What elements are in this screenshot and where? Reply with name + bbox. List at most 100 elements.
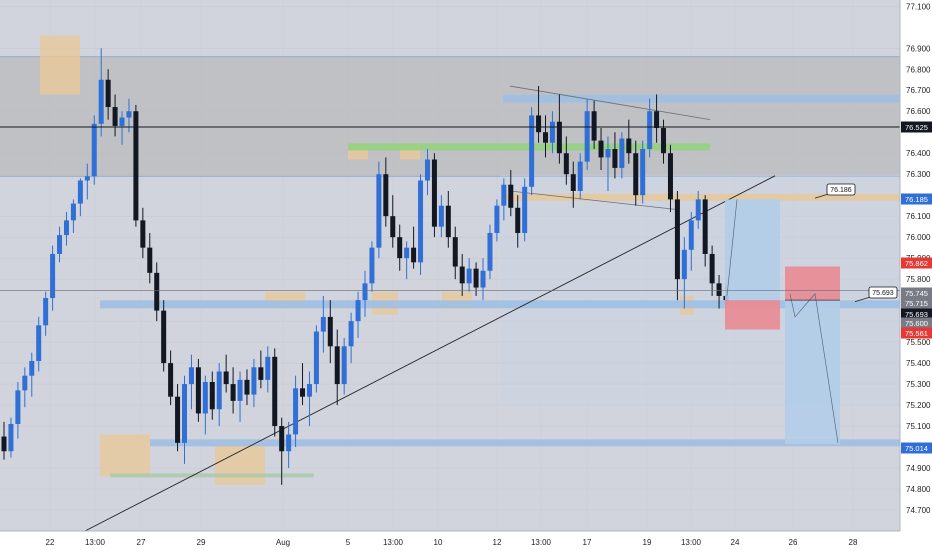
bearish-candle — [563, 153, 569, 175]
bearish-candle — [411, 247, 417, 263]
green-level-zone — [348, 143, 710, 151]
time-tick-label: 26 — [789, 538, 798, 547]
bullish-candle — [251, 367, 257, 395]
time-tick-label: 27 — [137, 538, 146, 547]
price-tag — [901, 308, 932, 320]
bearish-candle — [709, 253, 715, 284]
orange-swing-zone — [215, 442, 265, 485]
trade-setups-layer — [725, 199, 840, 445]
price-tag-label: 75.715 — [905, 299, 928, 308]
bearish-candle — [334, 346, 340, 385]
price-tag-label: 75.561 — [905, 329, 928, 338]
price-tag-label: 75.693 — [905, 310, 928, 319]
price-tick-label: 76.600 — [906, 107, 931, 116]
bullish-candle — [418, 180, 424, 263]
bullish-candle — [494, 205, 500, 233]
price-tag — [901, 193, 932, 205]
bullish-candle — [216, 371, 222, 410]
bullish-candle — [640, 149, 646, 196]
price-tick-label: 75.400 — [906, 359, 931, 368]
price-tag-label: 76.185 — [905, 195, 928, 204]
bearish-candle — [445, 205, 451, 238]
price-tick-label: 76.000 — [906, 233, 931, 242]
overlay-lines-layer — [0, 126, 900, 301]
blue-resistance-zone — [503, 94, 900, 103]
bullish-candle — [369, 247, 375, 284]
bearish-candle — [626, 138, 632, 154]
upper-wedge-line — [509, 85, 711, 121]
bullish-candle — [362, 283, 368, 301]
price-tick-label: 75.300 — [906, 380, 931, 389]
long-target-box — [725, 199, 780, 301]
bearish-candle — [515, 207, 521, 233]
bearish-candle — [452, 237, 458, 267]
bearish-candle — [154, 272, 160, 311]
price-tag — [901, 327, 932, 339]
bullish-candle — [487, 232, 493, 271]
bearish-candle — [168, 363, 174, 397]
bullish-candle — [320, 316, 326, 332]
bearish-candle — [279, 426, 285, 452]
bullish-candle — [43, 298, 49, 326]
bullish-candle — [355, 300, 361, 322]
orange-swing-zone — [40, 35, 80, 95]
bearish-candle — [209, 381, 215, 410]
bullish-candle — [341, 346, 347, 385]
bullish-candle — [15, 390, 21, 424]
price-tag — [901, 317, 932, 329]
bearish-candle — [661, 128, 667, 154]
callout-label: 75.693 — [872, 290, 894, 297]
bullish-candle — [119, 117, 125, 126]
bullish-candle — [695, 199, 701, 221]
bearish-candle — [272, 356, 278, 427]
price-tick-label: 74.900 — [906, 464, 931, 473]
bearish-candle — [140, 220, 146, 248]
bearish-candle — [147, 247, 153, 273]
price-axis[interactable] — [900, 0, 932, 550]
bullish-candle — [647, 111, 653, 150]
time-tick-label: 5 — [346, 538, 351, 547]
time-axis[interactable] — [0, 531, 932, 550]
projection-path — [726, 199, 738, 296]
time-tick-label: 13:00 — [531, 538, 552, 547]
bullish-candle — [286, 434, 292, 452]
bearish-candle — [431, 159, 437, 227]
time-tick-label: 12 — [493, 538, 502, 547]
bullish-candle — [57, 235, 63, 254]
price-tick-label: 76.900 — [906, 44, 931, 53]
green-low-level — [110, 473, 314, 478]
short-stop-box — [785, 266, 840, 301]
bullish-candle — [182, 384, 187, 443]
blue-support-zone — [100, 300, 900, 309]
bullish-candle — [237, 379, 243, 401]
bearish-candle — [612, 149, 618, 168]
bearish-candle — [543, 132, 548, 143]
price-tick-label: 74.800 — [906, 485, 931, 494]
short-target-box — [785, 300, 840, 445]
bullish-candle — [91, 123, 97, 177]
bullish-candle — [29, 360, 35, 376]
time-tick-label: 13:00 — [681, 538, 702, 547]
bullish-candle — [438, 205, 444, 227]
price-tick-label: 76.400 — [906, 149, 931, 158]
bullish-candle — [466, 268, 472, 284]
price-tag-label: 75.014 — [905, 444, 928, 453]
price-tag — [901, 442, 932, 454]
bearish-candle — [397, 237, 403, 259]
price-tag — [901, 297, 932, 309]
bullish-candle — [376, 174, 382, 248]
bullish-candle — [36, 325, 42, 361]
time-tick-label: 17 — [583, 538, 592, 547]
bearish-candle — [702, 199, 708, 254]
bullish-candle — [50, 253, 56, 299]
bearish-candle — [230, 384, 236, 401]
bearish-candle — [383, 174, 389, 217]
bearish-candle — [105, 79, 111, 108]
bullish-candle — [77, 180, 83, 204]
bearish-candle — [258, 367, 264, 380]
bullish-candle — [681, 249, 687, 280]
time-tick-label: 22 — [46, 538, 55, 547]
time-tick-label: 29 — [197, 538, 206, 547]
